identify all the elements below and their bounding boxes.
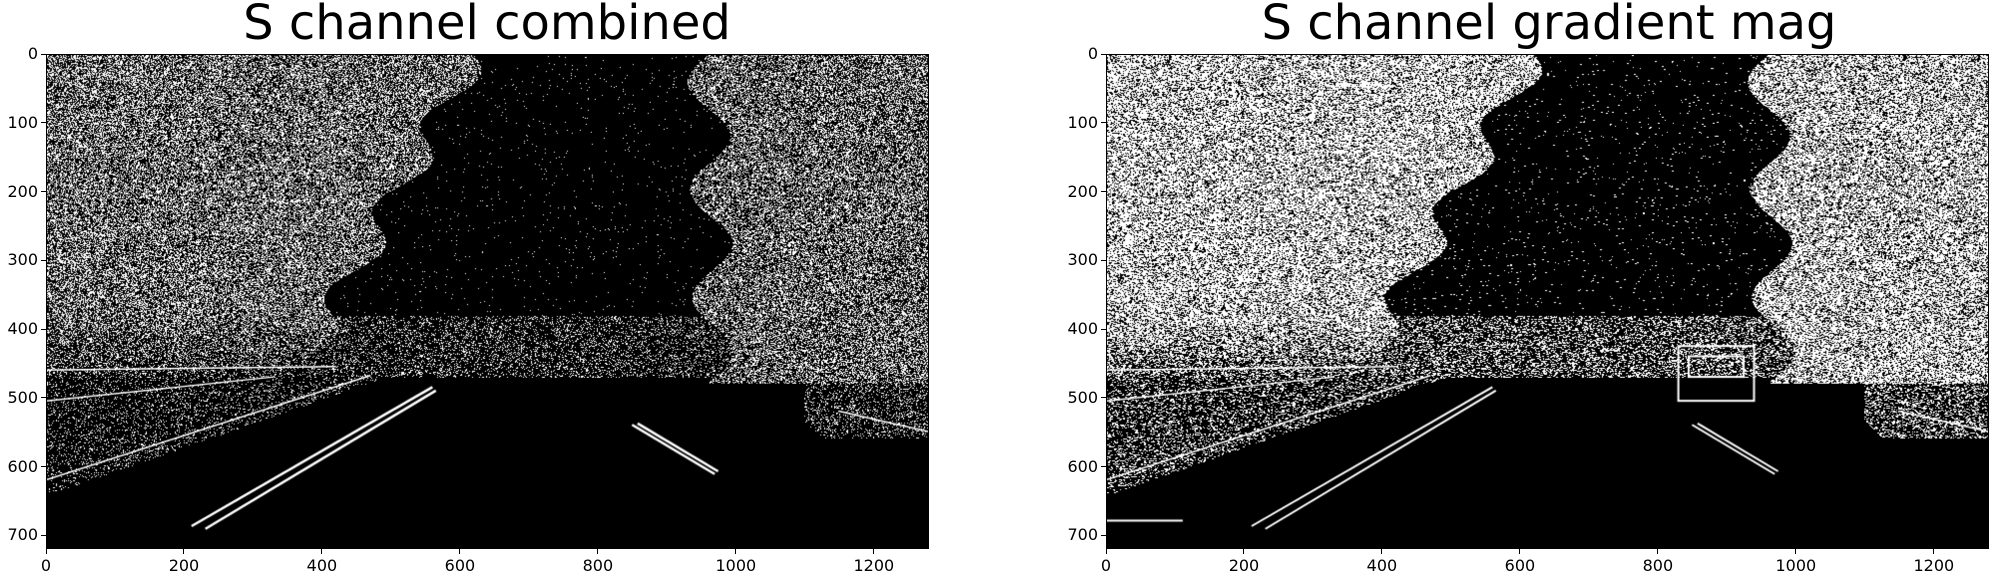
image-axes — [46, 54, 929, 549]
y-tick-label: 0 — [27, 44, 38, 63]
x-tick-mark — [1105, 549, 1107, 554]
x-tick-label: 400 — [1366, 556, 1398, 575]
x-tick-label: 200 — [168, 556, 200, 575]
x-tick-label: 0 — [40, 556, 52, 575]
y-tick-label: 500 — [7, 387, 38, 407]
y-tick-label: 100 — [1067, 112, 1098, 132]
x-tick-label: 800 — [582, 556, 614, 575]
y-tick-label: 100 — [7, 112, 38, 132]
y-tick-mark — [41, 53, 46, 55]
x-tick-mark — [1381, 549, 1383, 554]
y-tick-mark — [1101, 259, 1106, 261]
x-tick-mark — [45, 549, 47, 554]
y-tick-mark — [1101, 328, 1106, 330]
x-tick-label: 1200 — [1913, 556, 1955, 575]
x-tick-mark — [1519, 549, 1521, 554]
x-tick-mark — [735, 549, 737, 554]
y-tick-mark — [1101, 397, 1106, 399]
panel-gradient-mag: S channel gradient mag 0 200 400 600 800 1000… — [1060, 0, 2004, 578]
panel-title: S channel combined — [243, 0, 731, 51]
y-tick-mark — [41, 397, 46, 399]
image-axes — [1106, 54, 1989, 549]
y-tick-mark — [41, 534, 46, 536]
x-tick-label: 200 — [1228, 556, 1260, 575]
x-tick-mark — [459, 549, 461, 554]
x-tick-mark — [183, 549, 185, 554]
x-tick-mark — [597, 549, 599, 554]
binary-image — [1107, 55, 1988, 548]
x-tick-mark — [1657, 549, 1659, 554]
x-tick-label: 1200 — [853, 556, 895, 575]
x-tick-mark — [1795, 549, 1797, 554]
y-tick-label: 400 — [1067, 319, 1098, 338]
x-tick-mark — [321, 549, 323, 554]
x-tick-mark — [873, 549, 875, 554]
y-tick-label: 200 — [1067, 181, 1098, 201]
y-tick-label: 200 — [7, 181, 38, 201]
y-tick-label: 400 — [7, 319, 38, 338]
x-tick-mark — [1933, 549, 1935, 554]
y-tick-mark — [1101, 534, 1106, 536]
x-tick-label: 600 — [444, 556, 476, 575]
x-tick-label: 1000 — [715, 556, 757, 575]
x-tick-label: 1000 — [1775, 556, 1817, 575]
y-tick-label: 600 — [1067, 456, 1098, 476]
y-tick-mark — [41, 259, 46, 261]
panel-combined: S channel combined 0 200 400 600 800 1000 1200… — [7, 0, 929, 575]
y-tick-mark — [1101, 122, 1106, 124]
y-tick-mark — [41, 191, 46, 192]
x-tick-label: 800 — [1642, 556, 1674, 575]
binary-image — [47, 55, 928, 548]
x-tick-label: 600 — [1504, 556, 1536, 575]
y-tick-mark — [1101, 191, 1106, 192]
y-tick-label: 700 — [7, 525, 38, 545]
y-tick-label: 700 — [1067, 525, 1098, 545]
y-tick-mark — [1101, 466, 1106, 467]
y-tick-mark — [41, 122, 46, 124]
x-tick-label: 400 — [306, 556, 338, 575]
x-tick-label: 0 — [1100, 556, 1112, 575]
y-tick-label: 300 — [7, 250, 38, 270]
y-tick-label: 600 — [7, 456, 38, 476]
panel-title: S channel gradient mag — [1261, 0, 1837, 51]
y-tick-mark — [41, 466, 46, 467]
y-tick-mark — [1101, 53, 1106, 55]
x-tick-mark — [1243, 549, 1245, 554]
y-tick-label: 0 — [1087, 44, 1098, 63]
y-tick-label: 500 — [1067, 387, 1098, 407]
y-tick-label: 300 — [1067, 250, 1098, 270]
y-tick-mark — [41, 328, 46, 330]
